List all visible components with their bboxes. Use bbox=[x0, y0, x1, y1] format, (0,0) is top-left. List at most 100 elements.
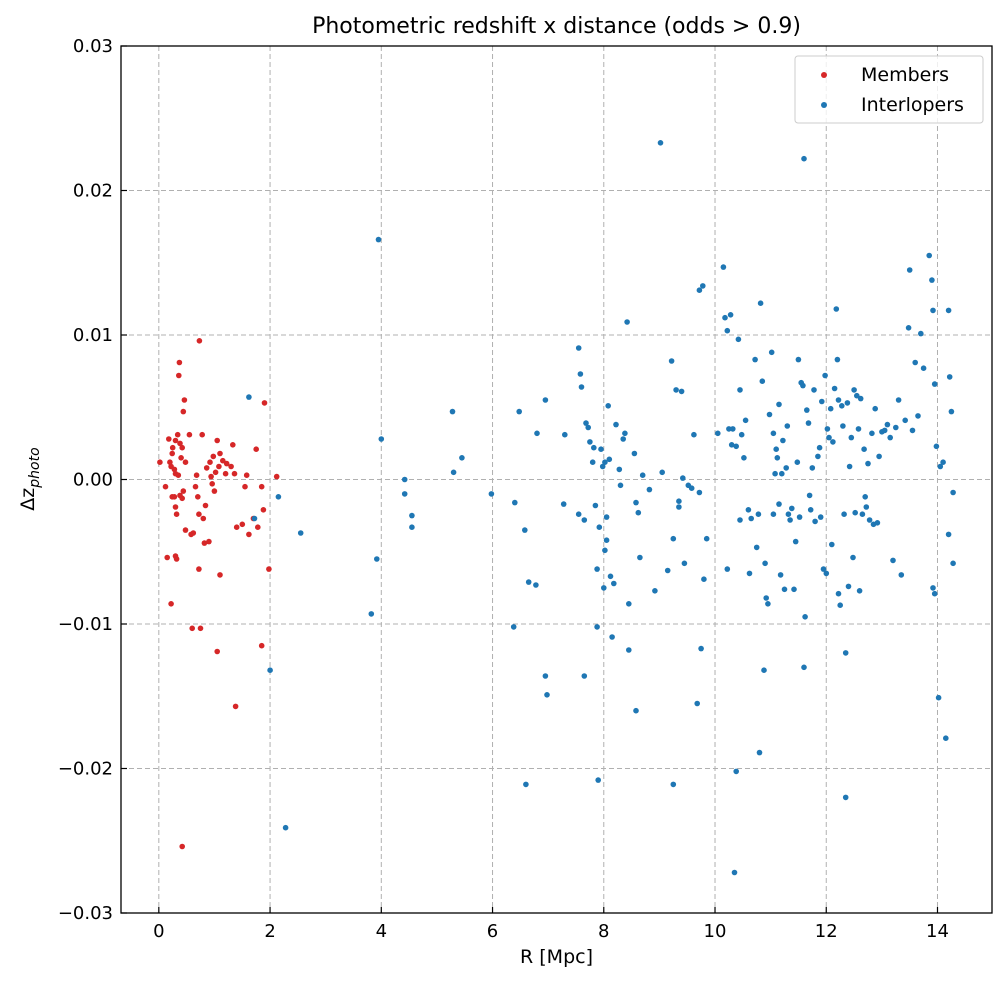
data-point-interlopers bbox=[950, 560, 956, 567]
x-tick-label: 4 bbox=[376, 921, 387, 942]
data-point-interlopers bbox=[833, 306, 840, 312]
data-point-members bbox=[168, 601, 174, 607]
data-point-interlopers bbox=[595, 777, 601, 783]
data-point-interlopers bbox=[620, 436, 626, 442]
data-point-interlopers bbox=[670, 535, 677, 542]
data-point-interlopers bbox=[834, 356, 841, 363]
data-point-members bbox=[174, 431, 181, 438]
data-point-interlopers bbox=[401, 491, 408, 497]
data-point-interlopers bbox=[616, 466, 623, 473]
data-point-interlopers bbox=[611, 580, 617, 587]
data-point-interlopers bbox=[673, 387, 679, 393]
y-tick-label: 0.02 bbox=[73, 181, 113, 202]
data-point-interlopers bbox=[592, 502, 599, 509]
x-tick-label: 12 bbox=[815, 921, 838, 942]
data-point-interlopers bbox=[830, 439, 836, 445]
data-point-interlopers bbox=[275, 494, 282, 500]
data-point-interlopers bbox=[770, 511, 777, 517]
data-point-interlopers bbox=[688, 485, 695, 492]
data-point-interlopers bbox=[585, 424, 591, 431]
data-point-interlopers bbox=[542, 673, 549, 679]
data-point-interlopers bbox=[887, 434, 893, 441]
data-point-interlopers bbox=[603, 537, 610, 543]
data-point-interlopers bbox=[726, 426, 732, 432]
data-point-members bbox=[273, 473, 280, 480]
data-point-interlopers bbox=[811, 387, 817, 393]
data-point-interlopers bbox=[752, 356, 758, 363]
data-point-members bbox=[175, 472, 182, 479]
data-point-members bbox=[182, 527, 189, 533]
data-point-interlopers bbox=[785, 511, 792, 517]
data-point-interlopers bbox=[768, 349, 775, 356]
data-point-interlopers bbox=[670, 781, 677, 788]
data-point-interlopers bbox=[822, 372, 828, 379]
data-point-interlopers bbox=[855, 426, 862, 432]
data-point-members bbox=[177, 440, 183, 447]
data-point-interlopers bbox=[512, 499, 518, 506]
data-point-members bbox=[179, 843, 185, 850]
data-point-members bbox=[258, 483, 265, 490]
data-point-interlopers bbox=[727, 312, 734, 318]
data-point-interlopers bbox=[562, 431, 568, 438]
data-point-interlopers bbox=[835, 590, 842, 597]
data-point-interlopers bbox=[731, 869, 738, 876]
y-axis-label: Δzphoto bbox=[17, 447, 43, 510]
data-point-interlopers bbox=[737, 517, 743, 523]
data-point-members bbox=[212, 469, 219, 476]
data-point-interlopers bbox=[935, 694, 942, 701]
data-point-interlopers bbox=[575, 345, 582, 351]
data-point-interlopers bbox=[854, 392, 860, 399]
data-point-interlopers bbox=[676, 504, 682, 510]
data-point-members bbox=[246, 531, 252, 538]
data-point-members bbox=[209, 481, 215, 487]
data-point-interlopers bbox=[945, 307, 952, 314]
data-point-interlopers bbox=[613, 421, 619, 428]
data-point-interlopers bbox=[694, 700, 700, 707]
data-point-interlopers bbox=[251, 515, 258, 522]
data-point-interlopers bbox=[544, 692, 550, 698]
data-point-members bbox=[206, 538, 212, 545]
data-point-members bbox=[176, 359, 183, 366]
data-point-interlopers bbox=[715, 430, 721, 437]
data-point-interlopers bbox=[757, 300, 764, 307]
data-point-interlopers bbox=[862, 494, 868, 500]
data-point-interlopers bbox=[696, 489, 703, 496]
data-point-members bbox=[167, 459, 173, 466]
data-point-interlopers bbox=[795, 356, 802, 363]
data-point-interlopers bbox=[776, 501, 782, 507]
data-point-interlopers bbox=[948, 408, 955, 415]
data-point-members bbox=[214, 437, 220, 444]
data-points bbox=[157, 140, 956, 876]
data-point-members bbox=[180, 488, 187, 494]
data-point-members bbox=[266, 566, 272, 572]
data-point-members bbox=[231, 470, 238, 477]
data-point-interlopers bbox=[819, 398, 825, 405]
data-point-interlopers bbox=[824, 426, 831, 432]
data-point-interlopers bbox=[741, 455, 747, 461]
data-point-interlopers bbox=[881, 427, 888, 434]
data-point-interlopers bbox=[587, 439, 593, 445]
data-point-interlopers bbox=[800, 382, 806, 389]
data-point-members bbox=[243, 472, 250, 479]
data-point-interlopers bbox=[599, 463, 606, 470]
data-point-interlopers bbox=[763, 595, 769, 601]
data-point-interlopers bbox=[902, 417, 908, 424]
data-point-members bbox=[232, 703, 239, 710]
data-point-interlopers bbox=[459, 455, 465, 461]
data-point-interlopers bbox=[730, 426, 736, 432]
data-point-interlopers bbox=[781, 586, 788, 593]
data-point-members bbox=[203, 465, 210, 471]
data-point-members bbox=[193, 472, 200, 479]
data-point-interlopers bbox=[807, 507, 814, 513]
data-point-interlopers bbox=[791, 586, 797, 593]
x-tick-label: 6 bbox=[487, 921, 498, 942]
x-tick-label: 14 bbox=[926, 921, 949, 942]
data-point-interlopers bbox=[525, 579, 532, 585]
data-point-interlopers bbox=[931, 590, 938, 597]
data-point-interlopers bbox=[748, 515, 754, 522]
data-point-interlopers bbox=[696, 287, 703, 294]
data-point-interlopers bbox=[815, 453, 821, 460]
y-axis-label-subscript: photo bbox=[27, 447, 43, 488]
data-point-members bbox=[162, 483, 169, 490]
